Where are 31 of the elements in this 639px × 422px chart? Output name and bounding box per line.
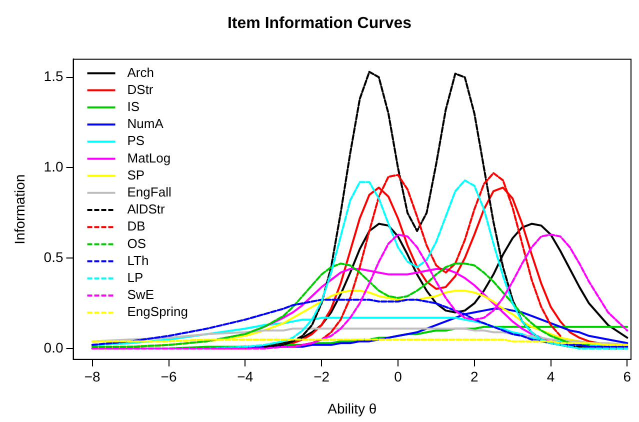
- legend-label: MatLog: [127, 150, 171, 166]
- legend-label: Arch: [127, 64, 154, 80]
- legend-label: SwE: [127, 287, 154, 302]
- x-tick-label: −8: [84, 368, 101, 385]
- x-tick-label: 2: [470, 368, 478, 385]
- legend-label: AlDStr: [127, 202, 166, 217]
- chart-title: Item Information Curves: [227, 15, 412, 32]
- x-tick-label: 6: [623, 368, 632, 385]
- legend-label: IS: [127, 98, 140, 114]
- legend-label: LTh: [127, 252, 149, 268]
- legend-label: DB: [127, 218, 146, 234]
- legend-label: LP: [127, 270, 144, 285]
- legend-label: DStr: [127, 82, 154, 97]
- x-tick-label: −2: [314, 368, 330, 385]
- legend-label: NumA: [127, 116, 164, 132]
- x-tick-label: −6: [160, 368, 177, 385]
- x-tick-label: 0: [394, 368, 402, 385]
- legend-label: PS: [127, 133, 145, 148]
- line-series: [91, 298, 628, 348]
- y-tick-label: 1.5: [44, 68, 64, 84]
- y-tick-label: 1.0: [44, 158, 64, 175]
- x-axis-title: Ability θ: [328, 400, 377, 416]
- x-tick-label: −4: [237, 368, 254, 385]
- x-tick-label: 4: [546, 368, 555, 385]
- legend-label: EngSpring: [127, 304, 188, 320]
- legend-label: EngFall: [127, 184, 172, 200]
- y-tick-label: 0.5: [44, 248, 64, 265]
- legend-label: SP: [127, 167, 145, 182]
- y-axis-title: Information: [11, 174, 28, 244]
- y-tick-label: 0.0: [44, 339, 64, 356]
- legend-label: OS: [127, 236, 146, 251]
